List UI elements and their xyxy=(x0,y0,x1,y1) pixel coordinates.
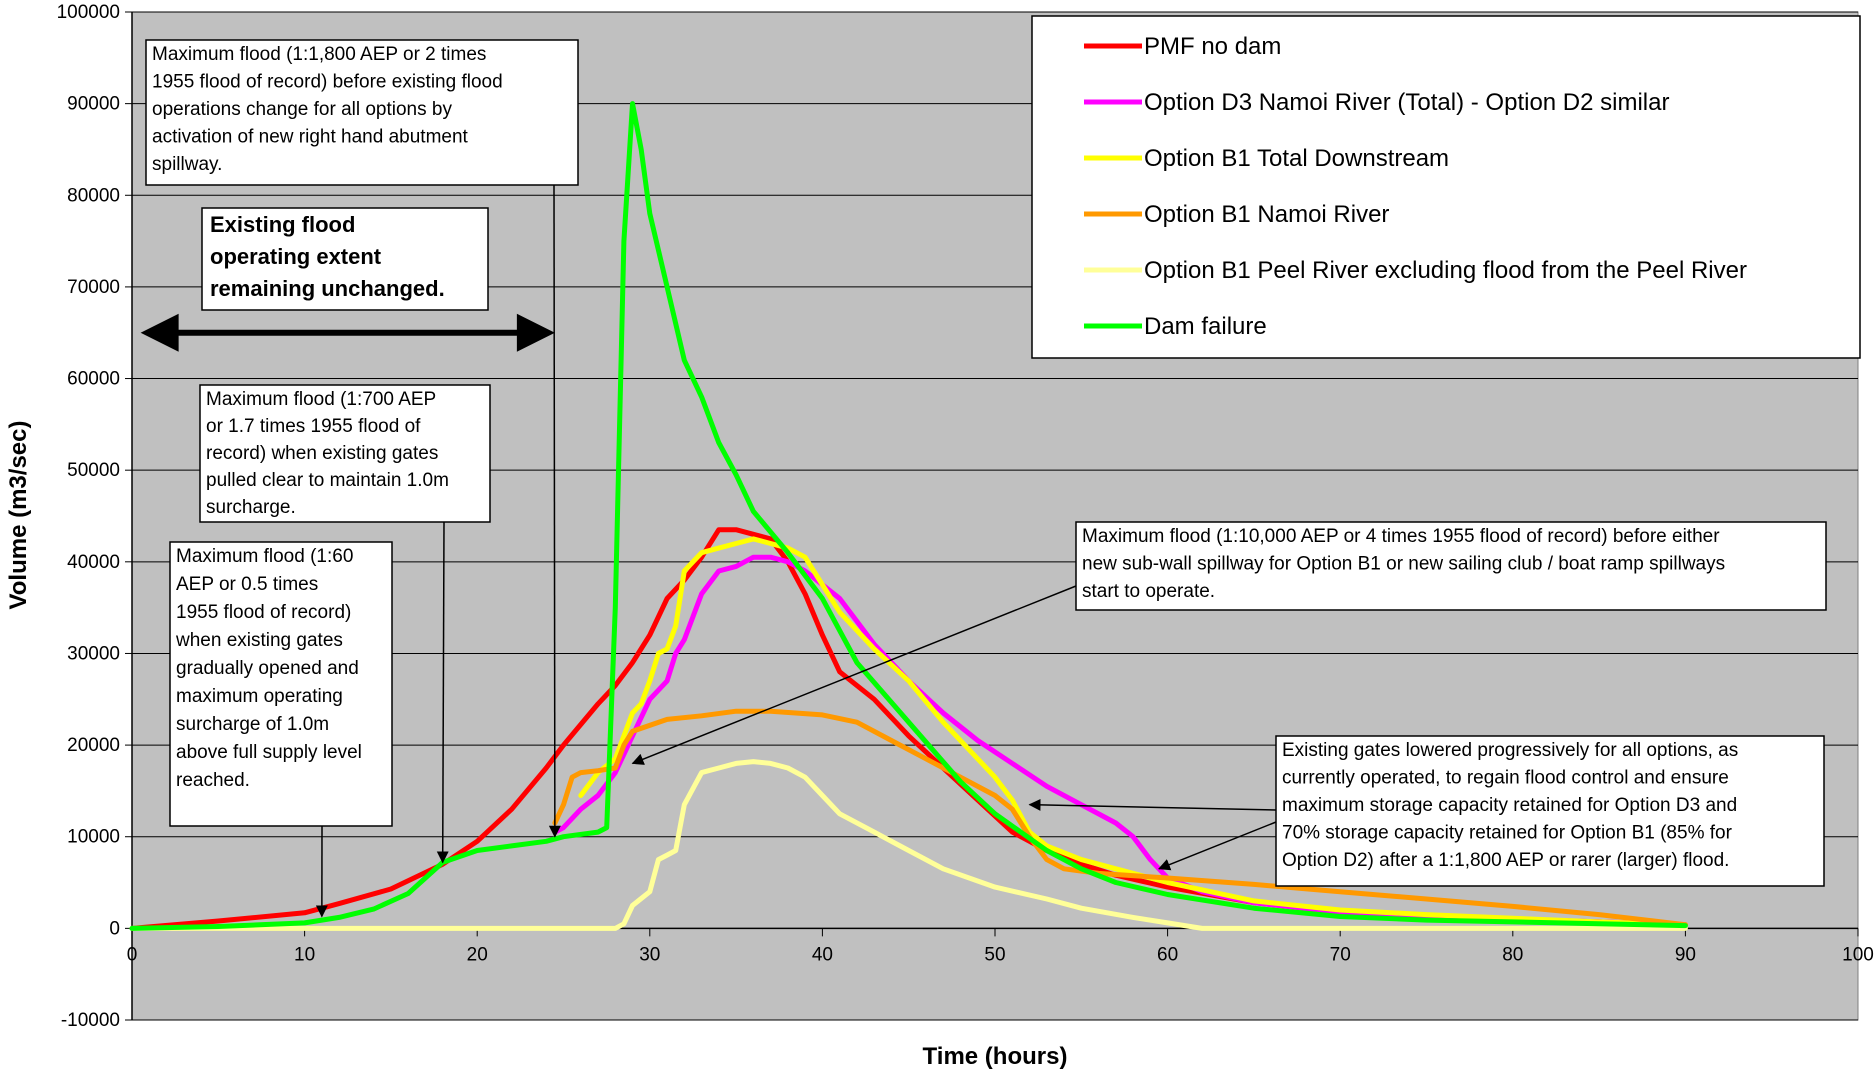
annotation-text: 1955 flood of record) xyxy=(176,602,351,623)
x-tick-label: 70 xyxy=(1330,944,1351,965)
y-tick-label: -10000 xyxy=(61,1010,120,1031)
annotation-text: start to operate. xyxy=(1082,581,1215,602)
annotation-box xyxy=(145,39,579,186)
annotation-arrow xyxy=(436,521,449,864)
x-tick-label: 60 xyxy=(1157,944,1178,965)
axes: -100000100002000030000400005000060000700… xyxy=(57,2,1874,1031)
y-tick-label: 50000 xyxy=(67,460,120,481)
annotation-text: reached. xyxy=(176,770,250,791)
annotation-text: operating extent xyxy=(210,244,382,269)
extent-arrow-head-right xyxy=(516,313,555,352)
annotation-box xyxy=(199,384,491,523)
annotation-box xyxy=(1275,735,1825,887)
annotation-box xyxy=(1075,521,1827,611)
x-tick-label: 100 xyxy=(1842,944,1874,965)
x-tick-label: 80 xyxy=(1502,944,1523,965)
annotation-box xyxy=(169,541,393,827)
y-tick-label: 10000 xyxy=(67,827,120,848)
legend-item-label: Option D3 Namoi River (Total) - Option D… xyxy=(1144,89,1669,116)
y-axis-title: Volume (m3/sec) xyxy=(5,421,32,610)
legend-item-label: PMF no dam xyxy=(1144,33,1281,60)
annotation-text: above full supply level xyxy=(176,742,362,763)
series-layer xyxy=(129,101,1688,931)
annotation-box xyxy=(201,207,489,311)
annotation-text: activation of new right hand abutment xyxy=(152,127,469,148)
annotation-text: Existing gates lowered progressively for… xyxy=(1282,740,1738,761)
annotation-text: 70% storage capacity retained for Option… xyxy=(1282,823,1733,844)
annotation-arrow xyxy=(631,585,1077,765)
x-tick-label: 20 xyxy=(467,944,488,965)
annotation-text: surcharge. xyxy=(206,497,296,518)
annotation-arrow xyxy=(1028,798,1277,811)
annotation-text: remaining unchanged. xyxy=(210,276,445,301)
legend-box xyxy=(1031,15,1861,359)
series-line-4 xyxy=(552,708,1688,928)
annotation-text: Maximum flood (1:60 xyxy=(176,546,353,567)
series-line-6 xyxy=(129,101,1688,931)
x-tick-label: 30 xyxy=(639,944,660,965)
y-tick-label: 60000 xyxy=(67,369,120,390)
annotation-text: Option D2) after a 1:1,800 AEP or rarer … xyxy=(1282,850,1729,871)
series-line-3 xyxy=(578,536,1688,928)
legend: PMF no dam Option D3 Namoi River (Total) … xyxy=(1031,15,1861,359)
annotation-arrow xyxy=(1158,821,1277,871)
legend-item-label: Dam failure xyxy=(1144,313,1267,340)
series-line-5 xyxy=(129,759,1688,931)
annotation-text: operations change for all options by xyxy=(152,99,452,120)
annotation-text: maximum storage capacity retained for Op… xyxy=(1282,795,1737,816)
annotation-text: AEP or 0.5 times xyxy=(176,574,318,595)
extent-arrow-head-left xyxy=(140,313,179,352)
annotation-text: Maximum flood (1:10,000 AEP or 4 times 1… xyxy=(1082,526,1720,547)
annotation-text: record) when existing gates xyxy=(206,443,438,464)
annotation-text: new sub-wall spillway for Option B1 or n… xyxy=(1082,554,1725,575)
x-tick-label: 50 xyxy=(984,944,1005,965)
x-tick-label: 0 xyxy=(127,944,138,965)
legend-item-label: Option B1 Peel River excluding flood fro… xyxy=(1144,257,1747,284)
legend-item-label: Option B1 Namoi River xyxy=(1144,201,1389,228)
y-tick-label: 80000 xyxy=(67,185,120,206)
annotation-text: pulled clear to maintain 1.0m xyxy=(206,470,449,491)
y-tick-label: 90000 xyxy=(67,94,120,115)
annotation-arrow xyxy=(548,184,561,838)
annotation-text: currently operated, to regain flood cont… xyxy=(1282,768,1729,789)
y-tick-label: 100000 xyxy=(57,2,120,23)
annotation-text: gradually opened and xyxy=(176,658,359,679)
x-tick-label: 10 xyxy=(294,944,315,965)
legend-item-label: Option B1 Total Downstream xyxy=(1144,145,1449,172)
annotations: Maximum flood (1:1,800 AEP or 2 times 195… xyxy=(140,39,1827,918)
y-tick-label: 0 xyxy=(109,918,120,939)
annotation-text: 1955 flood of record) before existing fl… xyxy=(152,72,503,93)
x-axis-title: Time (hours) xyxy=(923,1043,1068,1070)
series-line-1 xyxy=(129,527,1688,931)
annotation-text: Existing flood xyxy=(210,212,355,237)
y-tick-label: 40000 xyxy=(67,552,120,573)
y-tick-label: 20000 xyxy=(67,735,120,756)
y-tick-label: 30000 xyxy=(67,643,120,664)
annotation-text: maximum operating xyxy=(176,686,343,707)
annotation-text: when existing gates xyxy=(175,630,343,651)
y-tick-label: 70000 xyxy=(67,277,120,298)
x-tick-label: 40 xyxy=(812,944,833,965)
x-tick-label: 90 xyxy=(1675,944,1696,965)
annotation-text: Maximum flood (1:700 AEP xyxy=(206,389,436,410)
annotation-text: or 1.7 times 1955 flood of xyxy=(206,416,421,437)
annotation-text: spillway. xyxy=(152,154,222,175)
annotation-text: surcharge of 1.0m xyxy=(176,714,329,735)
annotation-text: Maximum flood (1:1,800 AEP or 2 times xyxy=(152,44,486,65)
